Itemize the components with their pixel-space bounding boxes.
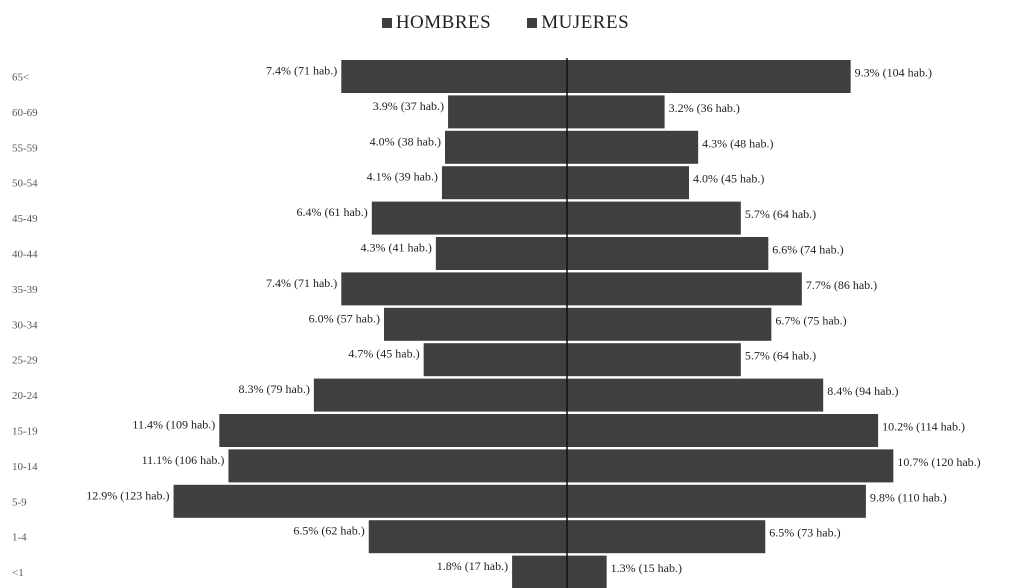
- bar-mujeres: [567, 237, 769, 270]
- data-label-mujeres: 1.3% (15 hab.): [611, 561, 682, 575]
- data-label-mujeres: 6.7% (75 hab.): [775, 313, 846, 327]
- bar-mujeres: [567, 60, 851, 93]
- bar-mujeres: [567, 414, 879, 447]
- age-group-label: 15-19: [12, 426, 38, 438]
- bar-hombres: [173, 484, 568, 518]
- age-group-label: 20-24: [12, 390, 38, 402]
- bar-hombres: [368, 520, 567, 554]
- bar-mujeres: [567, 201, 741, 235]
- bar-hombres: [448, 95, 567, 129]
- data-label-hombres: 1.8% (17 hab.): [437, 559, 508, 573]
- bar-mujeres: [567, 343, 741, 377]
- age-group-label: 50-54: [12, 178, 38, 190]
- legend-swatch-icon: [527, 18, 538, 28]
- data-label-mujeres: 6.5% (73 hab.): [769, 526, 840, 540]
- legend-label-mujeres: MUJERES: [541, 12, 630, 33]
- bar-hombres: [441, 166, 567, 200]
- bar-mujeres: [567, 484, 866, 518]
- age-group-label: 40-44: [12, 249, 38, 261]
- age-group-label: 60-69: [12, 107, 38, 119]
- data-label-mujeres: 4.0% (45 hab.): [693, 172, 764, 186]
- legend-item-mujeres: MUJERES: [527, 12, 629, 34]
- bar-mujeres: [567, 449, 894, 483]
- data-label-hombres: 4.1% (39 hab.): [367, 170, 438, 184]
- age-group-label: 1-4: [12, 532, 27, 544]
- data-label-hombres: 8.3% (79 hab.): [239, 382, 310, 396]
- legend-item-hombres: HOMBRES: [381, 12, 492, 34]
- bar-mujeres: [567, 95, 665, 129]
- age-group-label: 5-9: [12, 496, 27, 508]
- bar-mujeres: [567, 307, 772, 341]
- bar-hombres: [435, 237, 567, 270]
- age-group-label: 55-59: [12, 142, 38, 154]
- data-label-hombres: 12.9% (123 hab.): [86, 488, 169, 502]
- bar-mujeres: [567, 555, 607, 588]
- bar-hombres: [341, 272, 567, 306]
- age-group-label: 65<: [12, 72, 29, 84]
- data-label-hombres: 4.3% (41 hab.): [361, 241, 432, 255]
- data-label-mujeres: 10.2% (114 hab.): [882, 420, 965, 434]
- data-label-mujeres: 7.7% (86 hab.): [806, 278, 877, 292]
- data-label-hombres: 4.7% (45 hab.): [348, 347, 419, 361]
- data-label-mujeres: 5.7% (64 hab.): [745, 349, 816, 363]
- bar-hombres: [219, 414, 568, 447]
- data-label-mujeres: 3.2% (36 hab.): [669, 101, 740, 115]
- data-label-hombres: 7.4% (71 hab.): [266, 64, 337, 78]
- age-group-label: 10-14: [12, 461, 38, 473]
- chart-legend: HOMBRES MUJERES: [0, 8, 1011, 38]
- bar-hombres: [423, 343, 567, 377]
- age-group-label: <1: [12, 567, 24, 579]
- data-label-mujeres: 10.7% (120 hab.): [897, 455, 980, 469]
- data-label-mujeres: 6.6% (74 hab.): [772, 243, 843, 257]
- data-label-mujeres: 9.3% (104 hab.): [855, 66, 932, 80]
- data-label-hombres: 3.9% (37 hab.): [373, 99, 444, 113]
- data-label-mujeres: 8.4% (94 hab.): [827, 384, 898, 398]
- bar-hombres: [313, 378, 567, 412]
- age-group-label: 25-29: [12, 355, 38, 367]
- data-label-hombres: 11.4% (109 hab.): [132, 418, 215, 432]
- data-label-mujeres: 4.3% (48 hab.): [702, 136, 773, 150]
- legend-label-hombres: HOMBRES: [395, 12, 492, 33]
- bar-hombres: [228, 449, 567, 483]
- bar-hombres: [384, 307, 567, 341]
- bar-mujeres: [567, 166, 689, 200]
- bar-hombres: [512, 555, 567, 588]
- bar-hombres: [371, 201, 567, 235]
- age-group-label: 35-39: [12, 284, 38, 296]
- data-label-hombres: 6.0% (57 hab.): [309, 311, 380, 325]
- age-group-label: 45-49: [12, 213, 38, 225]
- bar-mujeres: [567, 130, 699, 164]
- data-label-hombres: 11.1% (106 hab.): [142, 453, 225, 467]
- bar-mujeres: [567, 520, 766, 554]
- bar-hombres: [445, 130, 567, 164]
- data-label-hombres: 7.4% (71 hab.): [266, 276, 337, 290]
- age-group-label: 30-34: [12, 319, 38, 331]
- legend-swatch-icon: [381, 18, 392, 28]
- bar-hombres: [341, 60, 567, 93]
- data-label-mujeres: 5.7% (64 hab.): [745, 207, 816, 221]
- bar-mujeres: [567, 378, 824, 412]
- data-label-hombres: 4.0% (38 hab.): [370, 134, 441, 148]
- bar-mujeres: [567, 272, 802, 306]
- data-label-hombres: 6.4% (61 hab.): [296, 205, 367, 219]
- data-label-mujeres: 9.8% (110 hab.): [870, 490, 947, 504]
- data-label-hombres: 6.5% (62 hab.): [293, 524, 364, 538]
